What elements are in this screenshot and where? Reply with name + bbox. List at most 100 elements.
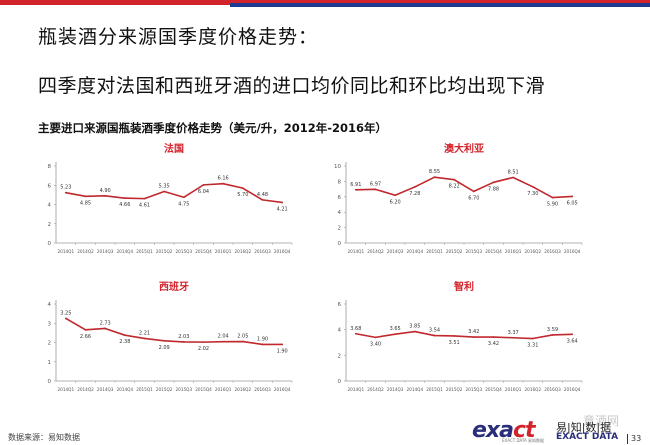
data-point bbox=[551, 196, 554, 199]
x-tick-label: 2015Q3 bbox=[176, 249, 193, 254]
series-line bbox=[355, 176, 573, 199]
data-label: 2.05 bbox=[237, 334, 248, 340]
data-point bbox=[241, 340, 244, 343]
data-label: 6.04 bbox=[198, 189, 209, 195]
x-tick-label: 2014Q1 bbox=[348, 249, 365, 254]
y-tick-label: 2 bbox=[338, 353, 342, 359]
data-label: 6.20 bbox=[390, 199, 401, 205]
x-tick-label: 2015Q1 bbox=[136, 387, 153, 392]
data-point bbox=[512, 176, 515, 179]
x-tick-label: 2016Q4 bbox=[564, 249, 581, 254]
data-label: 2.38 bbox=[119, 339, 130, 345]
x-tick-label: 2015Q1 bbox=[426, 249, 443, 254]
data-point bbox=[143, 197, 146, 200]
data-point bbox=[433, 176, 436, 179]
y-tick-label: 10 bbox=[334, 164, 341, 170]
data-point bbox=[374, 188, 377, 191]
data-label: 3.42 bbox=[488, 341, 499, 347]
data-label: 3.54 bbox=[429, 328, 440, 334]
chart-spain: 西班牙 0 1 2 3 4 2014Q1 2014Q2 2014Q3 2014Q4 2015Q1 20… bbox=[30, 278, 300, 403]
data-label: 2.04 bbox=[218, 334, 229, 340]
x-tick-label: 2015Q2 bbox=[156, 387, 173, 392]
x-tick-label: 2014Q4 bbox=[407, 249, 424, 254]
logo-chinese-text: 易|知|数|据 bbox=[556, 421, 612, 434]
data-label: 7.88 bbox=[488, 186, 499, 192]
data-source-note: 数据来源：易知数据 bbox=[8, 433, 80, 442]
y-tick-label: 4 bbox=[338, 210, 342, 216]
top-navy-stripe bbox=[230, 3, 650, 7]
x-tick-label: 2015Q3 bbox=[176, 387, 193, 392]
data-label: 3.25 bbox=[60, 310, 71, 316]
x-tick-label: 2016Q3 bbox=[254, 249, 271, 254]
data-label: 3.65 bbox=[390, 326, 401, 332]
x-tick-label: 2014Q2 bbox=[367, 249, 384, 254]
data-label: 2.03 bbox=[178, 334, 189, 340]
data-label: 3.68 bbox=[350, 326, 361, 332]
data-point bbox=[84, 328, 87, 331]
y-tick-label: 4 bbox=[338, 328, 342, 334]
x-tick-label: 2015Q3 bbox=[466, 387, 483, 392]
data-label: 6.70 bbox=[468, 195, 479, 201]
y-tick-label: 2 bbox=[48, 222, 52, 228]
data-point bbox=[104, 194, 107, 197]
data-point bbox=[394, 333, 397, 336]
data-label: 7.30 bbox=[527, 191, 538, 197]
data-point bbox=[571, 333, 574, 336]
series-line bbox=[65, 317, 283, 346]
x-tick-label: 2014Q4 bbox=[117, 249, 134, 254]
data-point bbox=[123, 197, 126, 200]
data-point bbox=[551, 334, 554, 336]
x-tick-label: 2016Q2 bbox=[235, 249, 252, 254]
chart-title: 西班牙 bbox=[159, 280, 189, 293]
data-label: 4.85 bbox=[80, 200, 91, 206]
data-label: 5.90 bbox=[547, 202, 558, 208]
x-tick-label: 2015Q4 bbox=[195, 387, 212, 392]
data-point bbox=[163, 190, 166, 193]
data-label: 4.66 bbox=[119, 202, 130, 208]
data-point bbox=[222, 340, 225, 343]
data-label: 6.97 bbox=[370, 181, 381, 187]
x-tick-label: 2016Q2 bbox=[235, 387, 252, 392]
x-tick-label: 2014Q2 bbox=[77, 249, 94, 254]
data-label: 2.73 bbox=[100, 320, 111, 326]
y-tick-label: 0 bbox=[48, 379, 52, 385]
data-point bbox=[241, 187, 244, 190]
chart-title: 智利 bbox=[454, 280, 474, 293]
data-label: 3.64 bbox=[567, 338, 578, 344]
page-number: 33 bbox=[631, 434, 642, 443]
data-point bbox=[512, 336, 515, 339]
data-point bbox=[163, 339, 166, 342]
chart-australia: 澳大利亚 0 2 4 6 8 10 2014Q1 2014Q2 2014Q3 2014Q4 2015Q… bbox=[320, 140, 590, 265]
data-point bbox=[472, 190, 475, 193]
data-label: 3.31 bbox=[527, 343, 538, 349]
x-tick-label: 2015Q2 bbox=[156, 249, 173, 254]
data-point bbox=[413, 186, 416, 188]
x-tick-label: 2016Q1 bbox=[505, 249, 522, 254]
x-tick-label: 2014Q1 bbox=[58, 249, 75, 254]
y-tick-label: 6 bbox=[338, 195, 342, 201]
watermark-text: 意酒网 bbox=[583, 414, 620, 428]
data-label: 2.09 bbox=[159, 345, 170, 351]
data-label: 2.66 bbox=[80, 334, 91, 340]
data-label: 3.59 bbox=[547, 327, 558, 333]
data-point bbox=[374, 336, 377, 339]
y-tick-label: 1 bbox=[48, 360, 52, 366]
x-tick-label: 2016Q2 bbox=[525, 387, 542, 392]
data-point bbox=[261, 343, 264, 346]
x-tick-label: 2014Q2 bbox=[77, 387, 94, 392]
x-tick-label: 2015Q1 bbox=[426, 387, 443, 392]
data-point bbox=[413, 330, 416, 333]
data-label: 4.48 bbox=[257, 192, 268, 198]
x-tick-label: 2016Q4 bbox=[564, 387, 581, 392]
slide-title-line2: 四季度对法国和西班牙酒的进口均价同比和环比均出现下滑 bbox=[38, 75, 546, 97]
x-tick-label: 2014Q1 bbox=[348, 387, 365, 392]
data-point bbox=[64, 191, 67, 194]
y-tick-label: 4 bbox=[48, 302, 52, 308]
logo-english-text: EXACT DATA bbox=[556, 432, 619, 442]
y-tick-label: 0 bbox=[338, 379, 342, 385]
x-tick-label: 2016Q1 bbox=[505, 387, 522, 392]
exact-data-logo: exact EXACT DATA 易知数据 易|知|数|据 EXACT DATA bbox=[472, 418, 642, 444]
chart-chile: 智利 0 2 4 6 2014Q1 2014Q2 2014Q3 2014Q4 2015Q1 2015… bbox=[320, 278, 590, 403]
data-label: 5.70 bbox=[237, 192, 248, 198]
